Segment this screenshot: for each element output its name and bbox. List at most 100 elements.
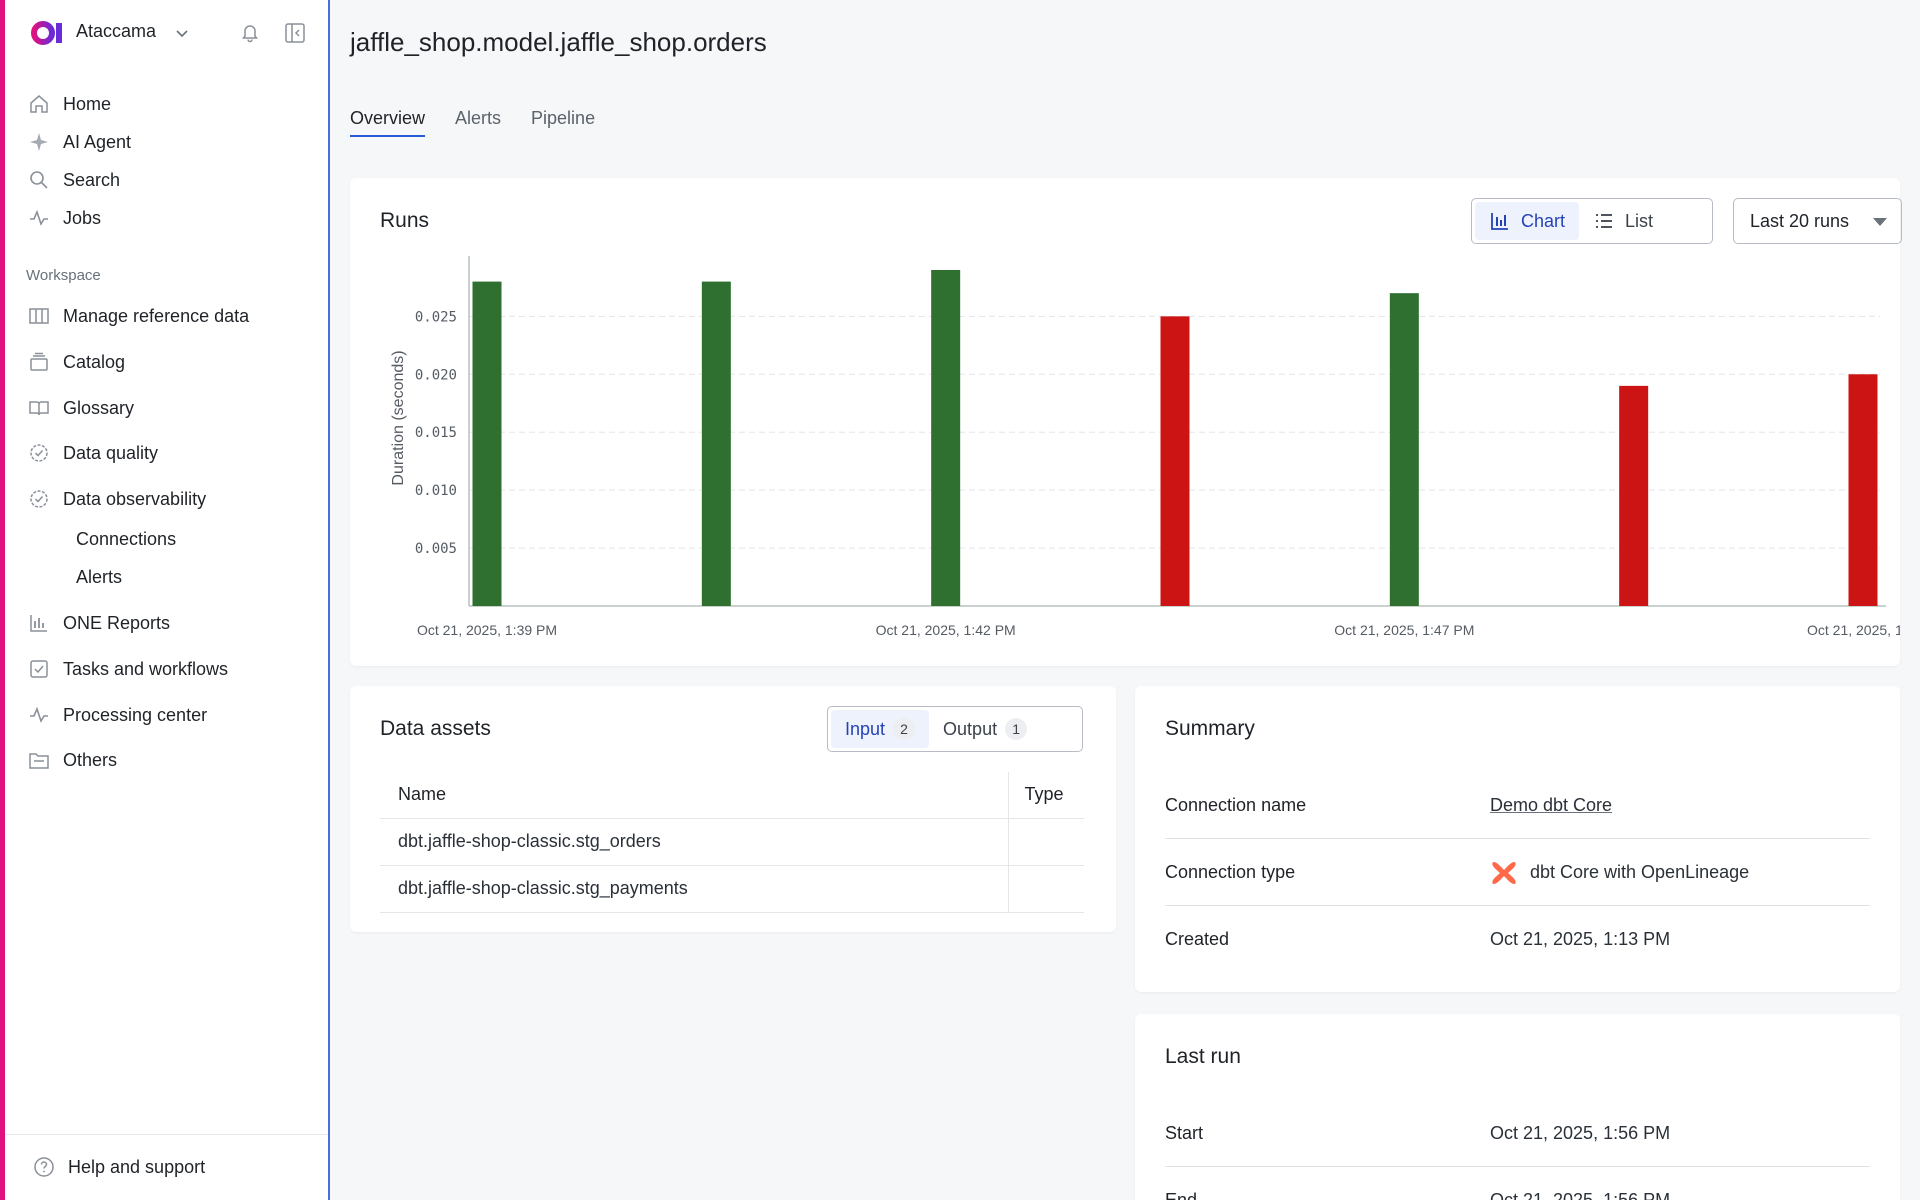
- sparkle-icon: [27, 130, 51, 154]
- nav-alerts[interactable]: Alerts: [76, 566, 123, 587]
- nav-connections[interactable]: Connections: [76, 528, 177, 549]
- nav-catalog[interactable]: Catalog: [27, 344, 125, 380]
- asset-type-cell: [1007, 818, 1084, 866]
- nav-jobs[interactable]: Jobs: [27, 200, 101, 236]
- list-view-label: List: [1625, 210, 1654, 231]
- run-range-value: Last 20 runs: [1750, 210, 1850, 231]
- nav-processing-center[interactable]: Processing center: [27, 697, 207, 733]
- run-bar: [1389, 293, 1419, 606]
- run-bar: [1160, 316, 1190, 606]
- run-bar: [1848, 374, 1878, 606]
- collapse-sidebar-icon[interactable]: [284, 22, 306, 44]
- brand-accent-strip: [0, 0, 5, 1200]
- last-run-card: Last run Start Oct 21, 2025, 1:56 PM End…: [1135, 1014, 1900, 1200]
- activity-icon: [27, 206, 51, 230]
- created-label: Created: [1165, 929, 1230, 949]
- created-row: Created Oct 21, 2025, 1:13 PM: [1165, 906, 1870, 973]
- runs-chart: 0.005 0.010 0.015 0.020 0.025 Duration (secon…: [390, 256, 1900, 638]
- connection-name-link[interactable]: Demo dbt Core: [1490, 795, 1613, 815]
- sidebar: Ataccama Home AI Agent Search Jobs Works…: [5, 0, 330, 1200]
- nav-tasks-and-workflows[interactable]: Tasks and workflows: [27, 651, 228, 687]
- y-tick-label: 0.005: [415, 541, 457, 557]
- table-row[interactable]: dbt.jaffle-shop-classic.stg_payments: [380, 865, 1084, 913]
- nav-data-quality[interactable]: Data quality: [27, 435, 158, 471]
- asset-name-cell[interactable]: dbt.jaffle-shop-classic.stg_payments: [380, 865, 1008, 913]
- nav-label: Home: [63, 93, 112, 114]
- created-value: Oct 21, 2025, 1:13 PM: [1490, 929, 1671, 949]
- output-count-badge: 1: [1005, 718, 1028, 740]
- assets-direction-toggle: Input 2 Output 1: [827, 706, 1083, 752]
- summary-card: Summary Connection name Demo dbt Core Co…: [1135, 686, 1900, 992]
- catalog-icon: [27, 350, 51, 374]
- asset-type-cell: [1007, 865, 1084, 913]
- y-tick-label: 0.025: [415, 309, 457, 325]
- runs-card: Runs Chart List Last 20 runs 0.005 0.010 0…: [350, 178, 1902, 666]
- badge-check-icon: [27, 441, 51, 465]
- output-tab-button[interactable]: Output 1: [929, 710, 1041, 748]
- nav-data-observability[interactable]: Data observability: [27, 481, 206, 517]
- column-header-type[interactable]: Type: [1007, 772, 1084, 819]
- run-bar: [472, 281, 502, 606]
- y-tick-label: 0.020: [415, 367, 457, 383]
- main-content: jaffle_shop.model.jaffle_shop.orders Ove…: [332, 0, 1920, 1200]
- help-label: Help and support: [68, 1156, 206, 1177]
- sidebar-footer: Help and support: [5, 1134, 328, 1200]
- nav-label: ONE Reports: [63, 612, 171, 633]
- asset-name-cell[interactable]: dbt.jaffle-shop-classic.stg_orders: [380, 818, 1008, 866]
- data-assets-table: Name Type dbt.jaffle-shop-classic.stg_or…: [380, 772, 1084, 913]
- input-count-badge: 2: [893, 718, 916, 740]
- help-and-support[interactable]: Help and support: [32, 1155, 205, 1179]
- org-name[interactable]: Ataccama: [76, 21, 157, 41]
- connection-type-text: dbt Core with OpenLineage: [1530, 862, 1750, 882]
- page-title: jaffle_shop.model.jaffle_shop.orders: [350, 27, 767, 57]
- y-tick-label: 0.010: [415, 483, 457, 499]
- nav-manage-reference-data[interactable]: Manage reference data: [27, 298, 249, 334]
- nav-others[interactable]: Others: [27, 742, 117, 778]
- end-value: Oct 21, 2025, 1:56 PM: [1490, 1190, 1671, 1200]
- tab-bar: Overview Alerts Pipeline: [350, 108, 595, 137]
- data-assets-card: Data assets Input 2 Output 1 Name Type d…: [350, 686, 1116, 932]
- runs-title: Runs: [380, 209, 430, 232]
- input-label: Input: [845, 718, 886, 739]
- run-bar: [931, 270, 961, 606]
- summary-title: Summary: [1165, 717, 1255, 740]
- end-label: End: [1165, 1190, 1198, 1200]
- nav-label: Glossary: [63, 397, 135, 418]
- list-view-button[interactable]: List: [1579, 202, 1667, 240]
- end-row: End Oct 21, 2025, 1:56 PM: [1165, 1167, 1870, 1200]
- nav-one-reports[interactable]: ONE Reports: [27, 605, 170, 641]
- connection-type-label: Connection type: [1165, 862, 1296, 882]
- nav-label: Manage reference data: [63, 305, 250, 326]
- column-header-name[interactable]: Name: [380, 772, 1008, 819]
- connection-name-row: Connection name Demo dbt Core: [1165, 772, 1870, 839]
- list-icon: [1596, 214, 1613, 228]
- nav-label: Tasks and workflows: [63, 658, 229, 679]
- nav-home[interactable]: Home: [27, 86, 111, 122]
- nav-label: Data observability: [63, 488, 207, 509]
- x-tick-label: Oct 21, 2025, 1:5: [1807, 622, 1900, 638]
- y-axis-label: Duration (seconds): [390, 350, 407, 485]
- activity-icon: [27, 703, 51, 727]
- chevron-down-icon[interactable]: [173, 24, 191, 42]
- run-range-select[interactable]: Last 20 runs: [1733, 198, 1902, 244]
- chart-view-button[interactable]: Chart: [1475, 202, 1580, 240]
- caret-down-icon: [1873, 218, 1887, 226]
- x-tick-label: Oct 21, 2025, 1:47 PM: [1334, 622, 1474, 638]
- y-tick-label: 0.015: [415, 425, 457, 441]
- nav-label: Catalog: [63, 351, 126, 372]
- nav-label: Processing center: [63, 704, 208, 725]
- nav-glossary[interactable]: Glossary: [27, 390, 134, 426]
- tab-alerts[interactable]: Alerts: [455, 108, 502, 128]
- nav-ai-agent[interactable]: AI Agent: [27, 124, 131, 160]
- table-row[interactable]: dbt.jaffle-shop-classic.stg_orders: [380, 818, 1084, 866]
- tab-pipeline[interactable]: Pipeline: [531, 108, 596, 128]
- start-value: Oct 21, 2025, 1:56 PM: [1490, 1123, 1671, 1143]
- output-label: Output: [943, 718, 998, 739]
- run-bar: [1619, 385, 1649, 606]
- view-toggle: Chart List: [1471, 198, 1713, 244]
- nav-search[interactable]: Search: [27, 162, 120, 198]
- tab-overview[interactable]: Overview: [350, 108, 426, 137]
- input-tab-button[interactable]: Input 2: [831, 710, 930, 748]
- home-icon: [27, 92, 51, 116]
- bell-icon[interactable]: [239, 21, 261, 43]
